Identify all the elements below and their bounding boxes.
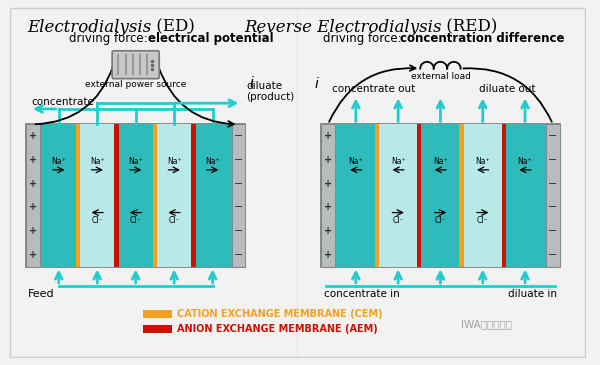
Text: $i$: $i$	[249, 74, 255, 89]
Text: −: −	[234, 202, 243, 212]
Text: +: +	[324, 202, 332, 212]
Text: external power source: external power source	[85, 80, 187, 89]
Text: Feed: Feed	[28, 289, 55, 299]
Bar	[40, 124, 78, 266]
Bar	[335, 124, 377, 266]
Text: +: +	[29, 226, 37, 236]
Text: +: +	[29, 178, 37, 189]
Text: +: +	[324, 178, 332, 189]
Text: Na⁺: Na⁺	[128, 157, 143, 166]
Text: driving force:: driving force:	[70, 32, 152, 45]
Bar	[321, 124, 335, 266]
Text: −: −	[234, 178, 243, 189]
Bar	[155, 124, 193, 266]
Text: +: +	[29, 250, 37, 260]
Text: −: −	[548, 178, 557, 189]
Text: +: +	[29, 131, 37, 141]
Text: +: +	[324, 226, 332, 236]
Text: +: +	[29, 155, 37, 165]
Text: $i$: $i$	[314, 76, 319, 92]
Text: concentration difference: concentration difference	[400, 32, 565, 45]
Bar	[502, 124, 506, 266]
Bar	[375, 124, 379, 266]
Text: Na⁺: Na⁺	[475, 157, 490, 166]
Text: Cl⁻: Cl⁻	[392, 216, 404, 226]
Text: Na⁺: Na⁺	[349, 157, 363, 166]
Bar	[419, 124, 461, 266]
Bar	[232, 124, 245, 266]
Text: −: −	[548, 250, 557, 260]
Bar	[546, 124, 560, 266]
Text: Cl⁻: Cl⁻	[130, 216, 142, 226]
Text: CATION EXCHANGE MEMBRANE (CEM): CATION EXCHANGE MEMBRANE (CEM)	[177, 309, 383, 319]
Bar	[461, 124, 504, 266]
FancyBboxPatch shape	[112, 51, 159, 79]
Bar	[26, 124, 245, 266]
Bar	[191, 124, 196, 266]
Text: Na⁺: Na⁺	[391, 157, 406, 166]
Text: electrical potential: electrical potential	[148, 32, 274, 45]
Bar	[153, 124, 157, 266]
Text: concentrate out: concentrate out	[332, 84, 416, 93]
Text: Cl⁻: Cl⁻	[169, 216, 180, 226]
Text: −: −	[548, 202, 557, 212]
Text: Na⁺: Na⁺	[433, 157, 448, 166]
Text: diluate
(product): diluate (product)	[246, 81, 295, 102]
Text: Na⁺: Na⁺	[518, 157, 532, 166]
Text: Na⁺: Na⁺	[167, 157, 181, 166]
Text: −: −	[548, 155, 557, 165]
Text: Cl⁻: Cl⁻	[434, 216, 446, 226]
Text: +: +	[324, 131, 332, 141]
Bar	[143, 310, 172, 318]
Bar	[114, 124, 119, 266]
Text: (ED): (ED)	[151, 19, 195, 35]
Text: −: −	[234, 226, 243, 236]
Bar	[76, 124, 80, 266]
Text: −: −	[548, 226, 557, 236]
Text: −: −	[234, 250, 243, 260]
Text: −: −	[234, 155, 243, 165]
Text: diluate in: diluate in	[508, 289, 557, 299]
Bar	[143, 325, 172, 333]
Text: −: −	[234, 131, 243, 141]
Text: IWA国际水协会: IWA国际水协会	[461, 319, 512, 329]
Bar	[417, 124, 421, 266]
Text: external load: external load	[410, 72, 470, 81]
Bar	[504, 124, 546, 266]
Text: +: +	[324, 155, 332, 165]
Text: ANION EXCHANGE MEMBRANE (AEM): ANION EXCHANGE MEMBRANE (AEM)	[177, 324, 378, 334]
Text: +: +	[29, 202, 37, 212]
Text: Na⁺: Na⁺	[52, 157, 66, 166]
Bar	[193, 124, 232, 266]
Text: Electrodialysis: Electrodialysis	[27, 19, 151, 35]
Bar	[78, 124, 116, 266]
Text: Na⁺: Na⁺	[205, 157, 220, 166]
Text: driving force:: driving force:	[323, 32, 406, 45]
Text: concentrate: concentrate	[32, 97, 95, 107]
Text: Cl⁻: Cl⁻	[477, 216, 488, 226]
Text: +: +	[324, 250, 332, 260]
Bar	[26, 124, 40, 266]
Text: Na⁺: Na⁺	[90, 157, 104, 166]
Bar	[321, 124, 560, 266]
Text: Reverse Electrodialysis: Reverse Electrodialysis	[244, 19, 442, 35]
Bar	[377, 124, 419, 266]
Text: Cl⁻: Cl⁻	[91, 216, 103, 226]
Text: (RED): (RED)	[442, 19, 498, 35]
Bar	[116, 124, 155, 266]
Text: diluate out: diluate out	[479, 84, 535, 93]
Text: −: −	[548, 131, 557, 141]
Bar	[460, 124, 464, 266]
Text: concentrate in: concentrate in	[324, 289, 400, 299]
